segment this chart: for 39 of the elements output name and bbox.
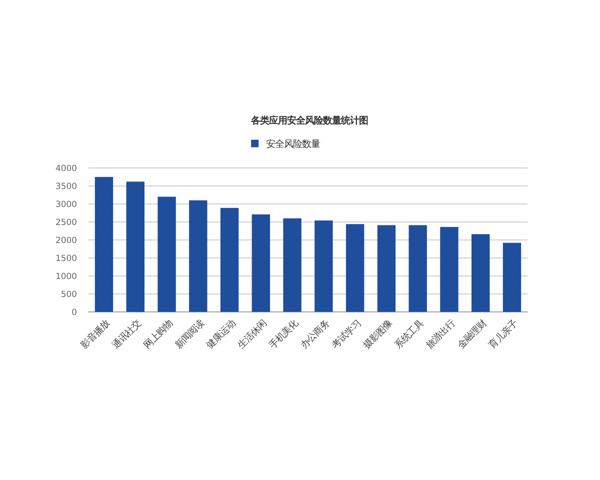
bar	[314, 220, 333, 312]
bar	[346, 224, 364, 312]
x-tick-label: 旅游出行	[424, 318, 458, 352]
bar	[220, 208, 239, 312]
y-tick-label: 0	[72, 306, 78, 317]
y-tick-label: 4000	[55, 162, 78, 173]
bar	[283, 218, 302, 312]
chart-title: 各类应用安全风险数量统计图	[250, 116, 368, 127]
x-tick-label: 摄影图像	[361, 318, 395, 352]
bar	[252, 214, 270, 312]
bar	[408, 225, 427, 312]
bar	[189, 200, 208, 312]
y-tick-label: 1000	[55, 270, 78, 281]
bar	[472, 234, 490, 312]
x-tick-label: 系统工具	[392, 318, 426, 352]
x-tick-label: 办公商务	[298, 318, 332, 352]
x-tick-label: 通讯社交	[110, 318, 144, 352]
y-tick-label: 1500	[55, 252, 78, 263]
x-tick-label: 手机美化	[267, 318, 301, 352]
bar	[440, 226, 458, 312]
legend-label: 安全风险数量	[266, 138, 320, 150]
bar	[94, 176, 114, 312]
x-tick-label: 育儿亲子	[486, 318, 520, 352]
x-tick-label: 考试学习	[330, 318, 364, 352]
x-tick-label: 网上购物	[142, 318, 175, 352]
x-tick-label: 新闻阅读	[173, 318, 206, 352]
bar	[377, 225, 396, 312]
y-tick-label: 3000	[55, 198, 78, 209]
x-tick-label: 生活休闲	[236, 318, 270, 352]
x-tick-label: 健康运动	[204, 318, 238, 352]
bar	[158, 196, 176, 312]
bar	[502, 242, 522, 312]
y-tick-label: 2000	[55, 234, 78, 245]
y-tick-label: 2500	[55, 216, 78, 227]
y-tick-label: 3500	[55, 180, 78, 191]
x-tick-label: 影音播放	[78, 318, 112, 352]
y-tick-label: 500	[60, 288, 78, 299]
bar	[126, 182, 144, 312]
x-tick-label: 金融理财	[456, 318, 489, 352]
